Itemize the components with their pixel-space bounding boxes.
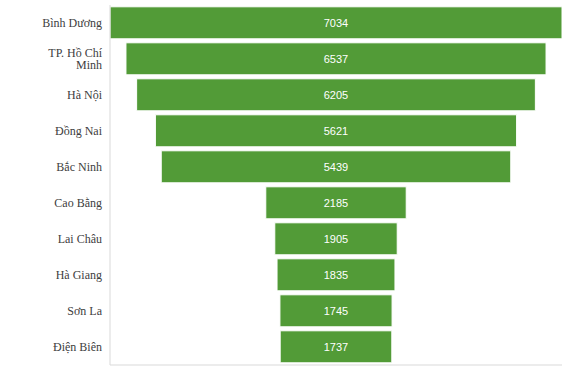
svg-text:Lai Châu: Lai Châu: [58, 232, 102, 246]
svg-text:6205: 6205: [324, 89, 348, 101]
svg-text:1745: 1745: [324, 305, 348, 317]
svg-text:Điện Biên: Điện Biên: [53, 340, 102, 354]
svg-text:7034: 7034: [324, 17, 348, 29]
svg-text:Bắc Ninh: Bắc Ninh: [56, 160, 102, 174]
svg-text:Đồng Nai: Đồng Nai: [55, 124, 103, 138]
svg-text:TP. Hồ ChíMinh: TP. Hồ ChíMinh: [48, 46, 102, 72]
svg-text:Bình Dương: Bình Dương: [42, 16, 102, 30]
svg-text:5621: 5621: [324, 125, 348, 137]
svg-text:1737: 1737: [324, 341, 348, 353]
svg-text:1835: 1835: [324, 269, 348, 281]
svg-text:Hà Giang: Hà Giang: [56, 268, 102, 282]
svg-text:6537: 6537: [324, 53, 348, 65]
svg-text:1905: 1905: [324, 233, 348, 245]
svg-text:Hà Nội: Hà Nội: [67, 88, 103, 102]
svg-text:Cao Bằng: Cao Bằng: [54, 196, 102, 210]
svg-text:Sơn La: Sơn La: [67, 304, 102, 318]
svg-text:5439: 5439: [324, 161, 348, 173]
svg-text:2185: 2185: [324, 197, 348, 209]
